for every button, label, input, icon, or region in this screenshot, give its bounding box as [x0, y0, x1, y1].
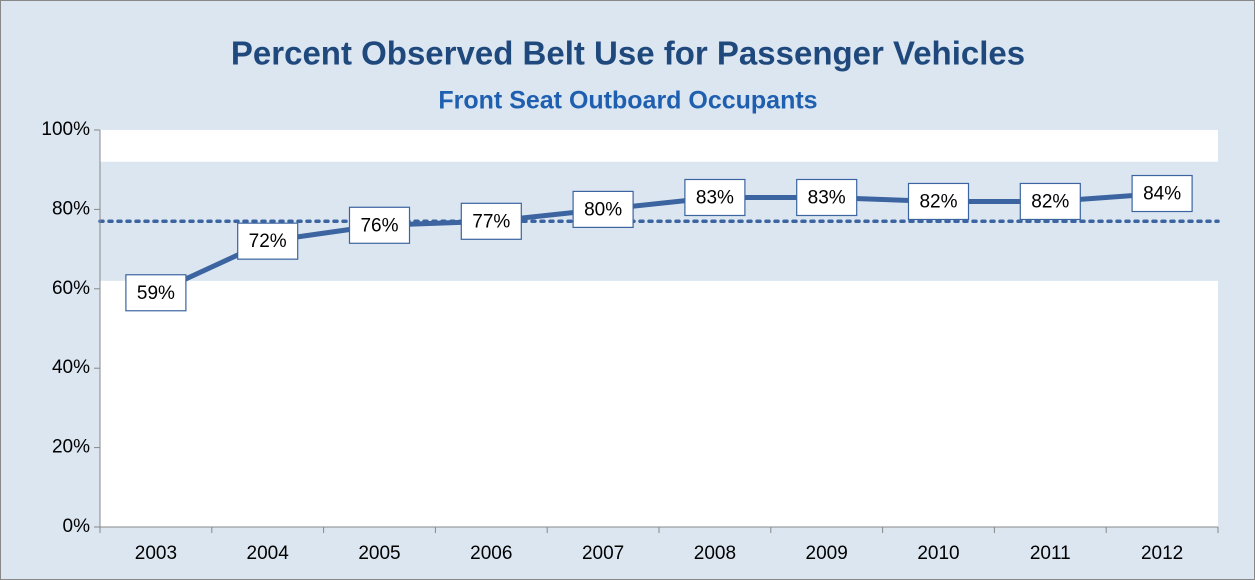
data-label-box [237, 222, 299, 260]
data-label: 82% [1031, 191, 1069, 212]
x-tick-label: 2010 [917, 543, 959, 564]
y-tick-label: 40% [52, 357, 90, 378]
data-label-box [1019, 182, 1081, 221]
data-label: 84% [1143, 184, 1181, 205]
data-label: 76% [360, 215, 398, 236]
x-tick-label: 2012 [1141, 543, 1183, 564]
x-tick-label: 2007 [582, 543, 624, 564]
x-tick-label: 2009 [806, 543, 848, 564]
data-label-box [348, 206, 411, 244]
y-tick-label: 20% [52, 437, 90, 458]
data-label: 59% [137, 283, 175, 304]
data-label-box [125, 274, 187, 312]
chart-subtitle: Front Seat Outboard Occupants [438, 87, 817, 115]
y-tick-label: 0% [63, 516, 91, 537]
x-tick-label: 2011 [1030, 543, 1071, 564]
x-tick-label: 2006 [470, 543, 512, 564]
data-label-box [572, 190, 634, 228]
data-label: 82% [919, 191, 957, 212]
x-tick-label: 2008 [694, 543, 736, 564]
y-tick-label: 60% [52, 278, 90, 299]
data-label: 80% [584, 199, 622, 220]
y-tick-label: 80% [52, 198, 90, 219]
data-label: 83% [808, 188, 846, 209]
data-label-box [460, 202, 522, 240]
data-label: 83% [696, 188, 734, 209]
data-label-box [796, 178, 858, 217]
x-tick-label: 2005 [358, 543, 400, 564]
line-series [154, 191, 1163, 296]
data-label: 77% [472, 211, 510, 232]
x-tick-label: 2004 [247, 543, 290, 564]
data-label-box [684, 178, 746, 217]
data-label-box [907, 182, 970, 221]
data-label-box [1131, 174, 1193, 213]
chart-title: Percent Observed Belt Use for Passenger … [231, 35, 1025, 72]
data-label: 72% [249, 231, 287, 252]
y-tick-label: 100% [41, 119, 90, 140]
x-tick-label: 2003 [135, 543, 177, 564]
